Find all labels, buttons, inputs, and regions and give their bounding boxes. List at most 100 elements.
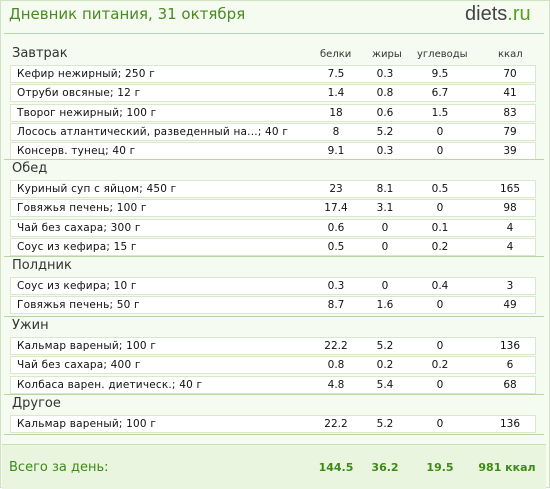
food-row[interactable]: Отруби овсяные; 12 г 1.4 0.8 6.7 41	[10, 84, 536, 102]
value-carbs: 0	[436, 202, 444, 214]
food-row[interactable]: Творог нежирный; 100 г 18 0.6 1.5 83	[10, 104, 536, 122]
food-row[interactable]: Кальмар вареный; 100 г 22.2 5.2 0 136	[10, 337, 536, 355]
value-carbs: 6.7	[431, 87, 449, 99]
value-kcal: 136	[499, 340, 521, 352]
logo-dot: .	[507, 3, 513, 25]
logo-tld: ru	[512, 3, 531, 25]
value-carbs: 9.5	[431, 68, 449, 80]
section-title: Обед	[12, 161, 48, 176]
value-protein: 0.8	[327, 359, 345, 371]
food-name: Чай без сахара; 400 г	[17, 359, 141, 371]
value-protein: 17.4	[324, 202, 348, 214]
value-carbs: 0.2	[431, 359, 449, 371]
value-carbs: 0.4	[431, 280, 449, 292]
food-name: Колбаса варен. диетическ.; 40 г	[17, 379, 203, 391]
value-fat: 0	[381, 280, 389, 292]
food-row[interactable]: Соус из кефира; 10 г 0.3 0 0.4 3	[10, 277, 536, 295]
total-kcal: 981 ккал	[478, 461, 536, 474]
value-fat: 0.8	[376, 87, 394, 99]
page-title: Дневник питания, 31 октября	[9, 5, 246, 23]
food-row[interactable]: Кальмар вареный; 100 г 22.2 5.2 0 136	[10, 415, 536, 433]
column-header-kcal: ккал	[498, 49, 523, 60]
value-kcal: 165	[499, 183, 521, 195]
total-divider	[4, 434, 544, 435]
value-carbs: 0	[436, 145, 444, 157]
food-name: Кальмар вареный; 100 г	[17, 340, 157, 352]
value-protein: 1.4	[327, 87, 345, 99]
value-protein: 22.2	[324, 418, 348, 430]
value-carbs: 0	[436, 418, 444, 430]
food-row[interactable]: Колбаса варен. диетическ.; 40 г 4.8 5.4 0 68	[10, 376, 536, 394]
value-protein: 0.3	[327, 280, 345, 292]
food-row[interactable]: Говяжья печень; 100 г 17.4 3.1 0 98	[10, 199, 536, 217]
food-row[interactable]: Лосось атлантический, разведенный на...;…	[10, 123, 536, 141]
value-kcal: 98	[503, 202, 517, 214]
value-fat: 8.1	[376, 183, 394, 195]
column-header-carbs: углеводы	[417, 49, 468, 60]
value-fat: 1.6	[376, 299, 394, 311]
value-kcal: 39	[503, 145, 517, 157]
column-header-fat: жиры	[372, 49, 402, 60]
value-kcal: 6	[506, 359, 514, 371]
value-kcal: 41	[503, 87, 517, 99]
section-divider	[4, 159, 544, 160]
value-kcal: 83	[503, 107, 517, 119]
daily-total-bar	[2, 444, 546, 489]
food-row[interactable]: Кефир нежирный; 250 г 7.5 0.3 9.5 70	[10, 65, 536, 83]
food-row[interactable]: Куриный суп с яйцом; 450 г 23 8.1 0.5 165	[10, 180, 536, 198]
value-protein: 9.1	[327, 145, 345, 157]
value-fat: 0	[381, 222, 389, 234]
value-fat: 5.2	[376, 418, 394, 430]
value-kcal: 4	[506, 241, 514, 253]
value-carbs: 0.2	[431, 241, 449, 253]
value-fat: 0.2	[376, 359, 394, 371]
section-title: Ужин	[12, 318, 49, 333]
total-protein: 144.5	[318, 461, 354, 474]
value-kcal: 49	[503, 299, 517, 311]
food-name: Консерв. тунец; 40 г	[17, 145, 136, 157]
value-protein: 18	[329, 107, 343, 119]
logo-name: diets	[465, 3, 508, 25]
food-name: Соус из кефира; 15 г	[17, 241, 137, 253]
value-fat: 0.3	[376, 145, 394, 157]
value-kcal: 4	[506, 222, 514, 234]
food-name: Кефир нежирный; 250 г	[17, 68, 155, 80]
food-row[interactable]: Чай без сахара; 300 г 0.6 0 0.1 4	[10, 219, 536, 237]
value-carbs: 0	[436, 379, 444, 391]
value-protein: 4.8	[327, 379, 345, 391]
value-kcal: 68	[503, 379, 517, 391]
value-kcal: 79	[503, 126, 517, 138]
value-protein: 8	[332, 126, 340, 138]
value-protein: 0.5	[327, 241, 345, 253]
section-divider	[4, 394, 544, 395]
section-title: Завтрак	[12, 46, 68, 61]
food-name: Говяжья печень; 100 г	[17, 202, 147, 214]
food-name: Кальмар вареный; 100 г	[17, 418, 157, 430]
daily-total-label: Всего за день:	[9, 460, 109, 475]
food-name: Соус из кефира; 10 г	[17, 280, 137, 292]
value-protein: 7.5	[327, 68, 345, 80]
food-row[interactable]: Чай без сахара; 400 г 0.8 0.2 0.2 6	[10, 356, 536, 374]
value-carbs: 0.5	[431, 183, 449, 195]
column-header-protein: белки	[320, 49, 352, 60]
food-name: Куриный суп с яйцом; 450 г	[17, 183, 177, 195]
food-name: Говяжья печень; 50 г	[17, 299, 140, 311]
section-divider	[4, 256, 544, 257]
value-fat: 0.3	[376, 68, 394, 80]
value-carbs: 0	[436, 126, 444, 138]
food-name: Лосось атлантический, разведенный на...;…	[17, 126, 289, 138]
site-logo[interactable]: diets.ru	[465, 3, 531, 26]
total-fat: 36.2	[371, 461, 399, 474]
food-row[interactable]: Соус из кефира; 15 г 0.5 0 0.2 4	[10, 238, 536, 256]
value-kcal: 136	[499, 418, 521, 430]
value-fat: 0	[381, 241, 389, 253]
food-row[interactable]: Говяжья печень; 50 г 8.7 1.6 0 49	[10, 296, 536, 314]
value-carbs: 0	[436, 299, 444, 311]
food-row[interactable]: Консерв. тунец; 40 г 9.1 0.3 0 39	[10, 142, 536, 160]
value-fat: 5.2	[376, 340, 394, 352]
value-protein: 8.7	[327, 299, 345, 311]
food-name: Творог нежирный; 100 г	[17, 107, 157, 119]
value-fat: 3.1	[376, 202, 394, 214]
value-kcal: 70	[503, 68, 517, 80]
value-carbs: 0.1	[431, 222, 449, 234]
